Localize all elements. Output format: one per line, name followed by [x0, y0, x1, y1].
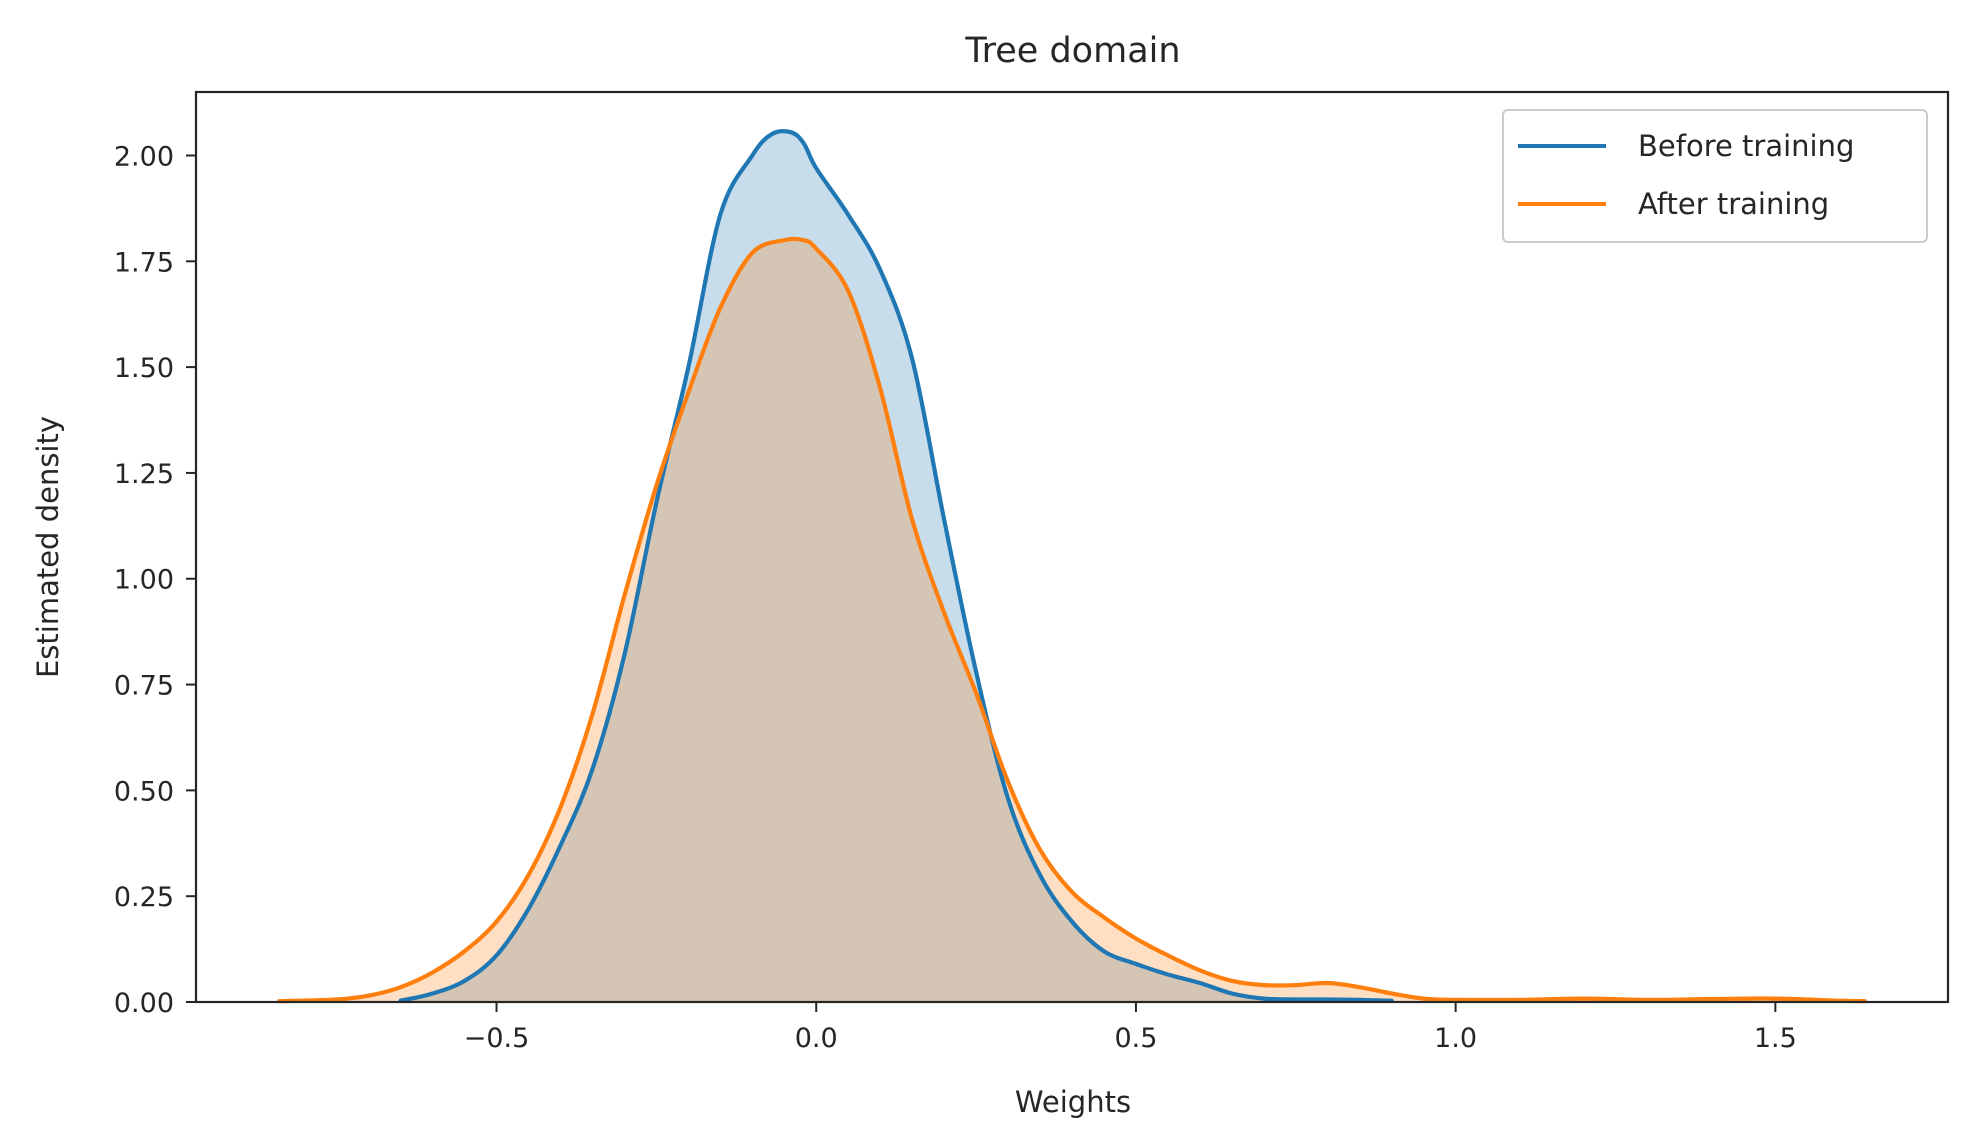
density-line-after-training [277, 236, 1867, 1004]
x-axis: −0.5 0.0 0.5 1.0 1.5 [464, 1002, 1797, 1054]
y-axis-title: Estimated density [31, 416, 65, 678]
y-tick-label: 1.25 [114, 459, 174, 490]
x-tick-label: 0.5 [1114, 1023, 1157, 1054]
y-tick-label: 0.00 [114, 988, 174, 1019]
y-tick-label: 2.00 [114, 141, 174, 172]
x-tick-label: −0.5 [464, 1023, 530, 1054]
density-area-before-training [400, 131, 1392, 1002]
y-tick-label: 0.50 [114, 776, 174, 807]
x-tick-label: 1.5 [1754, 1023, 1797, 1054]
legend-label-before-training: Before training [1638, 129, 1854, 163]
legend: Before training After training [1502, 109, 1928, 243]
y-tick-label: 1.00 [114, 565, 174, 596]
x-tick-label: 0.0 [795, 1023, 838, 1054]
plot-frame [194, 90, 1950, 1004]
y-tick-label: 0.75 [114, 671, 174, 702]
y-tick-label: 1.75 [114, 247, 174, 278]
y-tick-label: 1.50 [114, 353, 174, 384]
x-axis-title: Weights [1015, 1085, 1131, 1119]
density-lines [277, 129, 1867, 1004]
legend-box [1502, 109, 1928, 243]
chart-title: Tree domain [964, 31, 1180, 71]
y-axis: 0.00 0.25 0.50 0.75 1.00 1.25 1.50 1.75 2.00 [114, 141, 196, 1019]
x-tick-label: 1.0 [1434, 1023, 1477, 1054]
y-tick-label: 0.25 [114, 882, 174, 913]
density-line-before-training [398, 129, 1394, 1003]
legend-label-after-training: After training [1638, 187, 1829, 221]
